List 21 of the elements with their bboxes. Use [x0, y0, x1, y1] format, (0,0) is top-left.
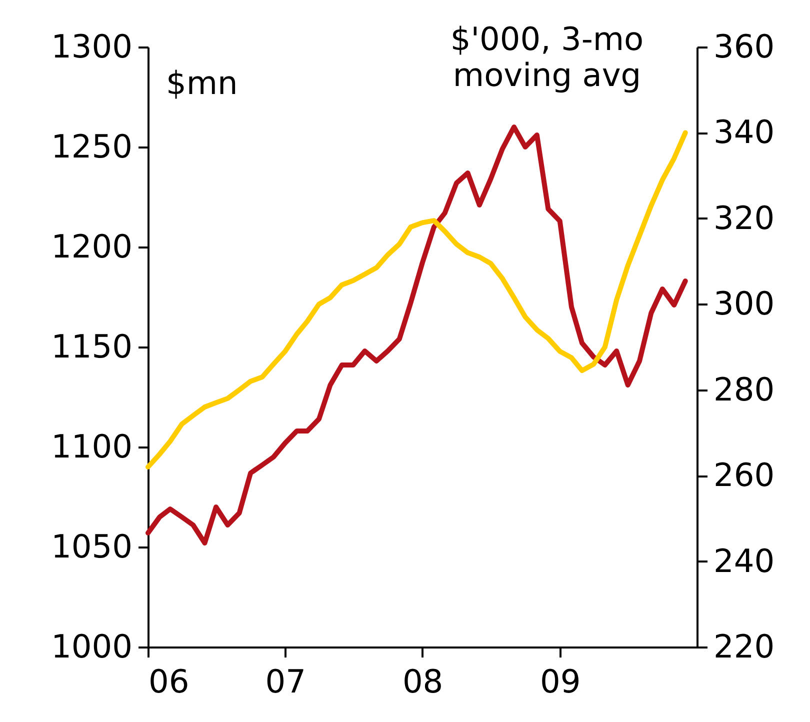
y2-tick-label: 340: [714, 113, 775, 152]
y2-tick-label: 360: [714, 28, 775, 66]
y2-tick-label: 320: [714, 198, 775, 237]
x-tick-label: 07: [265, 662, 306, 700]
y-tick-label: 1000: [51, 628, 132, 666]
y-tick-label: 1050: [51, 528, 132, 566]
x-tick-label: 08: [402, 662, 444, 700]
y-axis-title: $mn: [166, 64, 238, 102]
y-tick-label: 1300: [51, 28, 132, 66]
y2-tick-label: 280: [714, 370, 775, 408]
y2-axis-title: $'000, 3-mo moving avg: [450, 20, 644, 94]
y2-tick-label: 220: [714, 628, 775, 666]
y2-tick-label: 300: [714, 284, 775, 323]
y-tick-label: 1100: [51, 428, 132, 466]
y-tick-label: 1250: [51, 128, 132, 166]
y-tick-label: 1150: [51, 328, 132, 366]
x-tick-label: 09: [540, 662, 581, 700]
y2-tick-label: 240: [714, 542, 775, 580]
y2-tick-label: 260: [714, 456, 775, 494]
x-tick-label: 06: [148, 662, 190, 700]
y-tick-label: 1200: [51, 228, 132, 266]
